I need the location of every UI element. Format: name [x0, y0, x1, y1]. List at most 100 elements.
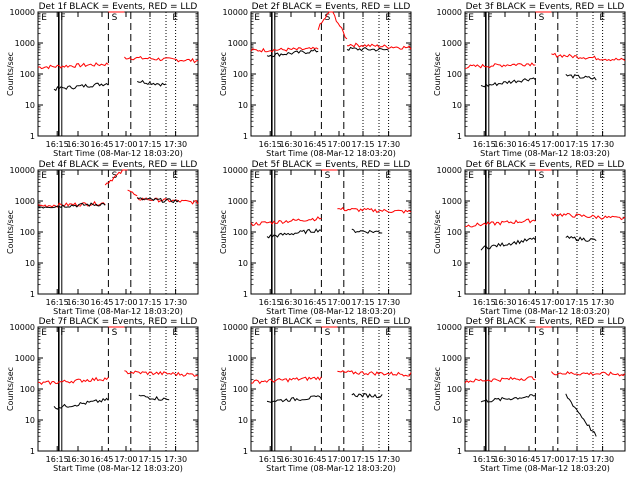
event-marker-label: E	[599, 328, 605, 338]
lld-series-line	[124, 55, 199, 64]
y-tick-label: 1	[457, 447, 462, 456]
event-marker-label: E	[41, 13, 47, 23]
x-tick-label: 17:30	[164, 140, 187, 149]
event-marker-label: E	[599, 13, 605, 23]
x-tick-label: 17:30	[591, 140, 614, 149]
y-tick-label: 1000	[15, 197, 35, 206]
panel-title: Det 2f BLACK = Events, RED = LLD	[252, 2, 411, 12]
y-tick-label: 10000	[10, 323, 35, 332]
y-tick-label: 100	[20, 228, 35, 237]
lld-series-line	[337, 206, 412, 214]
event-marker-label: E	[254, 328, 260, 338]
x-tick-label: 16:30	[66, 140, 89, 149]
y-tick-label: 10	[25, 416, 35, 425]
x-tick-label: 16:45	[517, 455, 540, 464]
panel-det-4f: Det 4f BLACK = Events, RED = LLD 1 10 100 10…	[6, 160, 199, 316]
y-tick-label: 1000	[228, 354, 248, 363]
y-tick-label: 10000	[223, 323, 248, 332]
y-axis-label: Counts/sec	[433, 210, 442, 254]
x-tick-label: 17:30	[591, 298, 614, 307]
event-marker-label: S	[112, 328, 118, 338]
event-marker-label: F	[273, 13, 278, 23]
event-marker-label: E	[385, 328, 391, 338]
events-series-line	[266, 395, 322, 403]
event-marker-label: F	[273, 328, 278, 338]
x-tick-label: 16:15	[259, 298, 282, 307]
y-axis-label: Counts/sec	[433, 52, 442, 96]
lld-series-line	[464, 62, 536, 69]
event-marker-label: F	[273, 171, 278, 181]
x-tick-label: 17:00	[541, 140, 564, 149]
events-series-line	[53, 397, 109, 410]
y-tick-label: 100	[447, 385, 462, 394]
events-series-line	[480, 394, 536, 403]
x-tick-label: 17:15	[565, 298, 588, 307]
events-series-line	[565, 393, 597, 437]
y-axis-label: Counts/sec	[219, 52, 228, 96]
y-tick-label: 1000	[442, 197, 462, 206]
x-tick-label: 16:30	[493, 298, 516, 307]
lld-series-line	[37, 62, 109, 70]
y-tick-label: 1000	[228, 39, 248, 48]
y-tick-label: 1000	[228, 197, 248, 206]
event-marker-label: E	[172, 13, 178, 23]
y-tick-label: 100	[447, 228, 462, 237]
x-axis-label: Start Time (08-Mar-12 18:03:20)	[480, 149, 610, 158]
x-tick-label: 16:30	[279, 298, 302, 307]
x-tick-label: 17:15	[138, 455, 161, 464]
panel-title: Det 1f BLACK = Events, RED = LLD	[39, 2, 198, 12]
panel-det-5f: Det 5f BLACK = Events, RED = LLD 1 10 100 10…	[219, 160, 412, 316]
y-tick-label: 10	[238, 101, 248, 110]
y-tick-label: 1	[30, 290, 35, 299]
x-tick-label: 16:30	[66, 455, 89, 464]
lld-series-line	[124, 370, 199, 377]
x-tick-label: 16:45	[303, 298, 326, 307]
y-tick-label: 1	[30, 447, 35, 456]
x-tick-label: 16:30	[493, 455, 516, 464]
y-axis-label: Counts/sec	[6, 52, 15, 96]
panel-title: Det 4f BLACK = Events, RED = LLD	[39, 160, 198, 170]
panel-det-6f: Det 6f BLACK = Events, RED = LLD 1 10 100 10…	[433, 160, 626, 316]
y-tick-label: 100	[447, 70, 462, 79]
event-marker-label: F	[487, 328, 492, 338]
events-series-line	[136, 79, 167, 87]
y-tick-label: 10000	[437, 166, 462, 175]
lld-series-line	[250, 46, 319, 53]
events-series-line	[351, 393, 383, 399]
lld-series-line	[317, 11, 331, 31]
y-tick-label: 100	[233, 228, 248, 237]
x-tick-label: 17:15	[351, 140, 374, 149]
y-tick-label: 10	[452, 416, 462, 425]
y-tick-label: 1000	[442, 39, 462, 48]
event-marker-label: S	[325, 171, 331, 181]
x-tick-label: 16:45	[90, 140, 113, 149]
lld-series-line	[250, 376, 322, 385]
event-marker-label: E	[385, 13, 391, 23]
events-series-line	[480, 237, 536, 251]
x-tick-label: 16:45	[517, 298, 540, 307]
event-marker-label: E	[41, 171, 47, 181]
lld-series-line	[347, 42, 412, 50]
y-tick-label: 10	[452, 259, 462, 268]
panel-det-2f: Det 2f BLACK = Events, RED = LLD 1 10 100 10…	[219, 2, 412, 158]
y-tick-label: 10000	[223, 8, 248, 17]
x-tick-label: 17:15	[351, 298, 374, 307]
event-marker-label: E	[172, 328, 178, 338]
events-series-line	[565, 235, 597, 242]
y-tick-label: 1000	[15, 39, 35, 48]
x-axis-label: Start Time (08-Mar-12 18:03:20)	[266, 464, 396, 473]
event-marker-label: S	[539, 328, 545, 338]
event-marker-label: E	[254, 171, 260, 181]
y-tick-label: 100	[20, 70, 35, 79]
events-series-line	[266, 228, 322, 239]
events-series-line	[53, 82, 109, 92]
x-axis-label: Start Time (08-Mar-12 18:03:20)	[53, 464, 183, 473]
lld-series-line	[250, 216, 322, 227]
x-tick-label: 16:30	[66, 298, 89, 307]
x-tick-label: 17:00	[114, 298, 137, 307]
event-marker-label: E	[468, 171, 474, 181]
lld-series-line	[464, 218, 536, 228]
x-tick-label: 16:15	[46, 298, 69, 307]
event-marker-label: E	[599, 171, 605, 181]
event-marker-label: E	[468, 13, 474, 23]
